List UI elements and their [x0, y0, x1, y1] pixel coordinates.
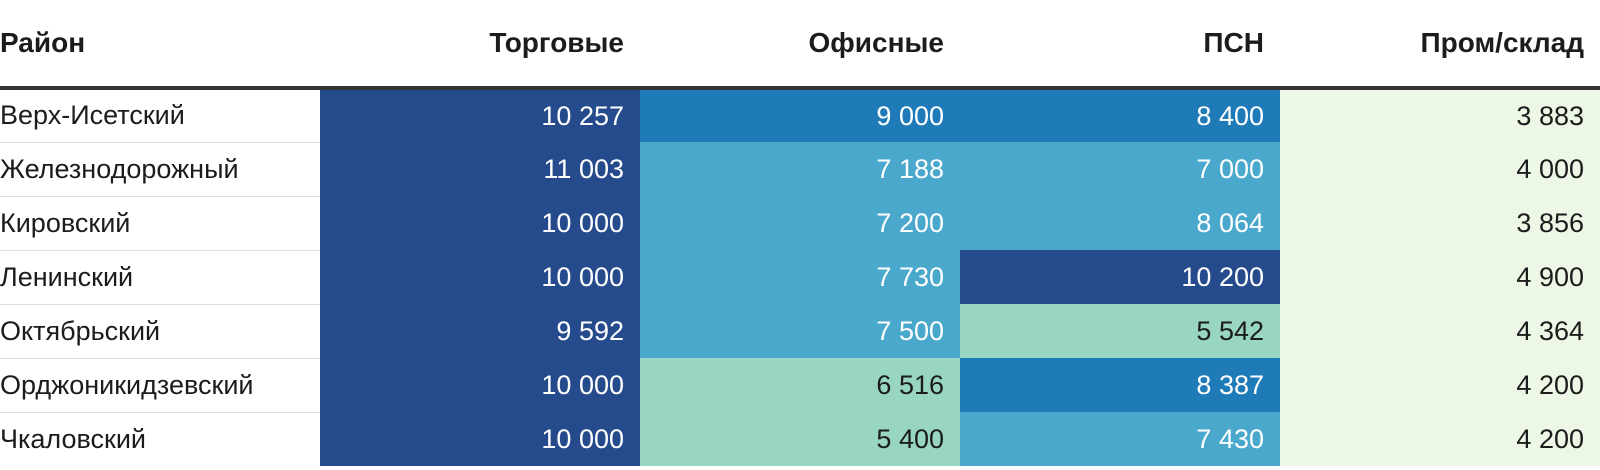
heatmap-body: Верх-Исетский 10 257 9 000 8 400 3 883 Железн…	[0, 88, 1600, 466]
heatmap-cell-industrial-warehouse: 4 000	[1280, 142, 1600, 196]
table-row: Железнодорожный 11 003 7 188 7 000 4 000	[0, 142, 1600, 197]
heatmap-cell-psn: 7 000	[960, 142, 1280, 196]
table-row: Верх-Исетский 10 257 9 000 8 400 3 883	[0, 88, 1600, 143]
heatmap-cell-psn: 8 387	[960, 358, 1280, 412]
heatmap-cell-office: 6 516	[640, 358, 960, 412]
heatmap-cell-retail: 10 000	[320, 412, 640, 466]
column-header-office: Офисные	[640, 0, 960, 90]
heatmap-cell-psn: 8 400	[960, 88, 1280, 142]
district-name: Железнодорожный	[0, 142, 320, 197]
heatmap-cell-industrial-warehouse: 4 200	[1280, 358, 1600, 412]
table-row: Чкаловский 10 000 5 400 7 430 4 200	[0, 412, 1600, 466]
district-name: Октябрьский	[0, 304, 320, 359]
district-name: Орджоникидзевский	[0, 358, 320, 413]
heatmap-cell-retail: 10 257	[320, 88, 640, 142]
district-name: Верх-Исетский	[0, 88, 320, 143]
heatmap-cell-psn: 5 542	[960, 304, 1280, 358]
district-name: Кировский	[0, 196, 320, 251]
column-header-psn: ПСН	[960, 0, 1280, 90]
heatmap-cell-office: 7 500	[640, 304, 960, 358]
heatmap-cell-retail: 10 000	[320, 358, 640, 412]
table-row: Кировский 10 000 7 200 8 064 3 856	[0, 196, 1600, 251]
heatmap-cell-retail: 11 003	[320, 142, 640, 196]
heatmap-cell-psn: 8 064	[960, 196, 1280, 250]
heatmap-cell-office: 5 400	[640, 412, 960, 466]
header-row: Район Торговые Офисные ПСН Пром/склад	[0, 0, 1600, 90]
heatmap-cell-retail: 10 000	[320, 250, 640, 304]
heatmap-cell-psn: 10 200	[960, 250, 1280, 304]
heatmap-cell-office: 7 730	[640, 250, 960, 304]
district-name: Ленинский	[0, 250, 320, 305]
column-header-district: Район	[0, 0, 320, 90]
heatmap-cell-office: 9 000	[640, 88, 960, 142]
heatmap-cell-psn: 7 430	[960, 412, 1280, 466]
heatmap-cell-industrial-warehouse: 4 900	[1280, 250, 1600, 304]
heatmap-cell-industrial-warehouse: 3 883	[1280, 88, 1600, 142]
column-header-retail: Торговые	[320, 0, 640, 90]
column-header-industrial-warehouse: Пром/склад	[1280, 0, 1600, 90]
heatmap-cell-industrial-warehouse: 4 364	[1280, 304, 1600, 358]
table-row: Орджоникидзевский 10 000 6 516 8 387 4 200	[0, 358, 1600, 413]
heatmap-cell-industrial-warehouse: 3 856	[1280, 196, 1600, 250]
heatmap-cell-industrial-warehouse: 4 200	[1280, 412, 1600, 466]
table-row: Ленинский 10 000 7 730 10 200 4 900	[0, 250, 1600, 305]
heatmap-cell-office: 7 200	[640, 196, 960, 250]
heatmap-cell-retail: 9 592	[320, 304, 640, 358]
heatmap-cell-office: 7 188	[640, 142, 960, 196]
heatmap-cell-retail: 10 000	[320, 196, 640, 250]
district-name: Чкаловский	[0, 423, 147, 454]
table-row: Октябрьский 9 592 7 500 5 542 4 364	[0, 304, 1600, 359]
